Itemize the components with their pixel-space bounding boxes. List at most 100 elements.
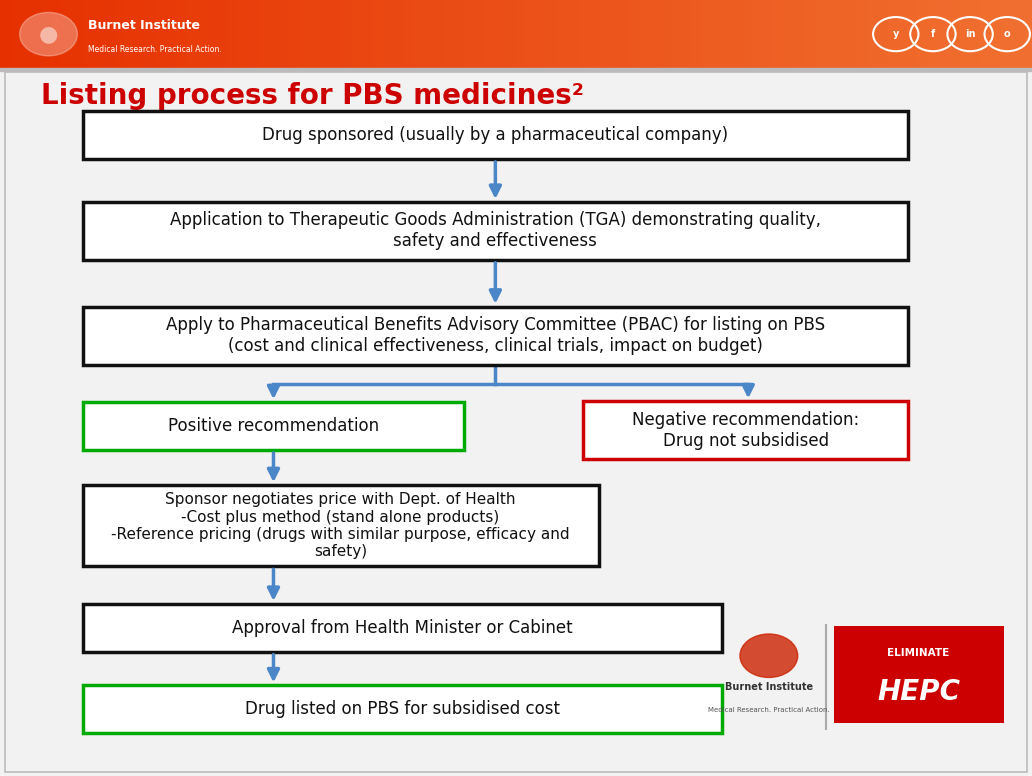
- Text: Medical Research. Practical Action.: Medical Research. Practical Action.: [708, 707, 830, 713]
- Bar: [815, 0, 828, 68]
- Bar: [681, 0, 694, 68]
- Bar: [650, 0, 663, 68]
- Bar: [52, 0, 64, 68]
- Bar: [1011, 0, 1024, 68]
- Bar: [702, 0, 714, 68]
- Bar: [980, 0, 993, 68]
- FancyBboxPatch shape: [583, 401, 908, 459]
- Circle shape: [740, 634, 798, 677]
- Bar: [72, 0, 85, 68]
- Bar: [918, 0, 931, 68]
- Bar: [857, 0, 869, 68]
- Bar: [237, 0, 250, 68]
- Bar: [423, 0, 436, 68]
- Bar: [341, 0, 353, 68]
- Bar: [21, 0, 33, 68]
- Text: ●: ●: [39, 24, 58, 44]
- Bar: [991, 0, 1003, 68]
- Bar: [155, 0, 167, 68]
- Bar: [660, 0, 673, 68]
- Bar: [733, 0, 745, 68]
- Bar: [41, 0, 54, 68]
- Text: Application to Therapeutic Goods Administration (TGA) demonstrating quality,
saf: Application to Therapeutic Goods Adminis…: [170, 212, 820, 250]
- Text: Sponsor negotiates price with Dept. of Health
-Cost plus method (stand alone pro: Sponsor negotiates price with Dept. of H…: [111, 492, 570, 559]
- Bar: [970, 0, 982, 68]
- Bar: [279, 0, 291, 68]
- FancyBboxPatch shape: [83, 111, 908, 159]
- Bar: [671, 0, 683, 68]
- Bar: [310, 0, 322, 68]
- Bar: [62, 0, 74, 68]
- Bar: [382, 0, 394, 68]
- Text: ELIMINATE: ELIMINATE: [888, 649, 949, 658]
- Bar: [320, 0, 332, 68]
- Bar: [526, 0, 539, 68]
- Bar: [175, 0, 188, 68]
- Text: Burnet Institute: Burnet Institute: [88, 19, 200, 33]
- Bar: [1001, 0, 1013, 68]
- Bar: [165, 0, 178, 68]
- Bar: [506, 0, 518, 68]
- Bar: [0, 68, 1032, 71]
- Text: Listing process for PBS medicines²: Listing process for PBS medicines²: [41, 82, 584, 110]
- Bar: [599, 0, 611, 68]
- FancyBboxPatch shape: [83, 485, 599, 566]
- Bar: [784, 0, 797, 68]
- Bar: [206, 0, 219, 68]
- Bar: [330, 0, 343, 68]
- Bar: [114, 0, 126, 68]
- Bar: [227, 0, 239, 68]
- Text: y: y: [893, 29, 899, 39]
- Text: Drug listed on PBS for subsidised cost: Drug listed on PBS for subsidised cost: [245, 700, 560, 719]
- Bar: [743, 0, 755, 68]
- Text: o: o: [1004, 29, 1010, 39]
- Bar: [795, 0, 807, 68]
- Bar: [712, 0, 724, 68]
- Bar: [144, 0, 157, 68]
- Bar: [753, 0, 766, 68]
- Text: Negative recommendation:
Drug not subsidised: Negative recommendation: Drug not subsid…: [632, 411, 860, 450]
- Bar: [134, 0, 147, 68]
- Bar: [413, 0, 425, 68]
- Bar: [774, 0, 786, 68]
- Bar: [258, 0, 270, 68]
- Text: HEPC: HEPC: [877, 678, 960, 706]
- Bar: [1022, 0, 1032, 68]
- Bar: [640, 0, 652, 68]
- Bar: [960, 0, 972, 68]
- Bar: [557, 0, 570, 68]
- Bar: [495, 0, 508, 68]
- Bar: [454, 0, 466, 68]
- Text: Apply to Pharmaceutical Benefits Advisory Committee (PBAC) for listing on PBS
(c: Apply to Pharmaceutical Benefits Advisor…: [166, 317, 825, 355]
- Bar: [691, 0, 704, 68]
- Bar: [268, 0, 281, 68]
- Bar: [124, 0, 136, 68]
- Bar: [619, 0, 632, 68]
- Bar: [103, 0, 116, 68]
- Bar: [846, 0, 859, 68]
- FancyBboxPatch shape: [834, 626, 1004, 723]
- Bar: [836, 0, 848, 68]
- Bar: [568, 0, 580, 68]
- Bar: [537, 0, 549, 68]
- Text: Positive recommendation: Positive recommendation: [168, 417, 379, 435]
- Bar: [516, 0, 528, 68]
- Bar: [722, 0, 735, 68]
- Bar: [217, 0, 229, 68]
- Bar: [877, 0, 890, 68]
- Bar: [433, 0, 446, 68]
- Bar: [196, 0, 208, 68]
- Bar: [898, 0, 910, 68]
- Bar: [299, 0, 312, 68]
- Bar: [609, 0, 621, 68]
- FancyBboxPatch shape: [83, 604, 722, 652]
- Bar: [93, 0, 105, 68]
- Bar: [464, 0, 477, 68]
- FancyBboxPatch shape: [83, 685, 722, 733]
- FancyBboxPatch shape: [83, 307, 908, 365]
- Bar: [547, 0, 559, 68]
- FancyBboxPatch shape: [83, 402, 464, 450]
- Circle shape: [20, 12, 77, 56]
- Bar: [248, 0, 260, 68]
- Bar: [392, 0, 405, 68]
